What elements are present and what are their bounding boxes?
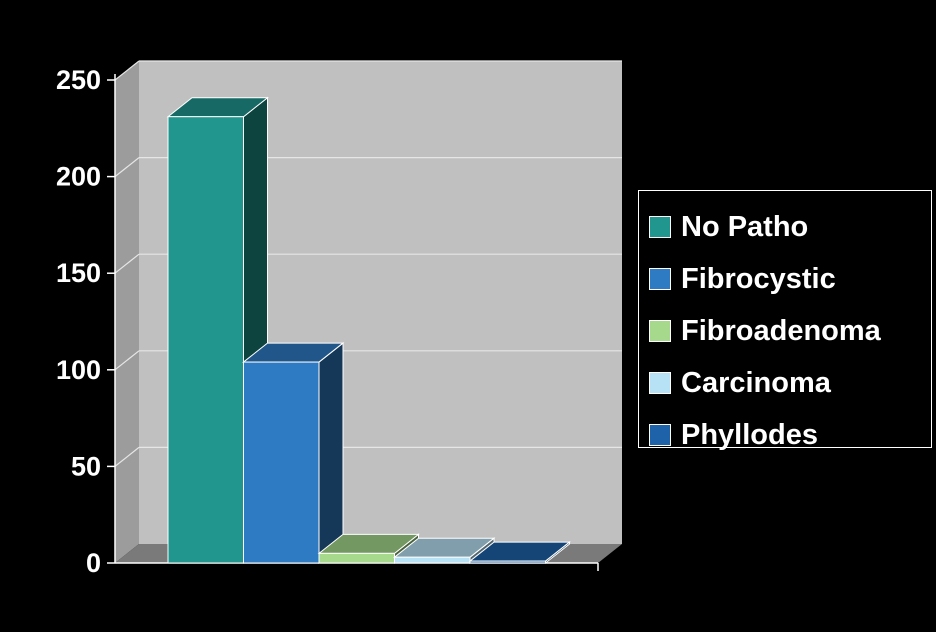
y-tick-label: 0 <box>86 548 101 578</box>
bar <box>318 552 395 564</box>
legend-label: Fibroadenoma <box>681 314 881 347</box>
bar-side <box>318 342 344 565</box>
side-wall <box>115 61 139 563</box>
bar <box>394 556 471 564</box>
legend-swatch <box>649 268 671 290</box>
legend-label: Phyllodes <box>681 418 818 451</box>
bar <box>469 560 546 564</box>
gridline-side <box>114 60 140 81</box>
y-tick-label: 150 <box>56 258 101 288</box>
legend-item-no-patho: No Patho <box>649 201 931 253</box>
legend-swatch <box>649 320 671 342</box>
legend-label: No Patho <box>681 210 809 243</box>
legend-item-carcinoma: Carcinoma <box>649 357 931 409</box>
legend-item-fibroadenoma: Fibroadenoma <box>649 305 931 357</box>
y-tick-label: 250 <box>56 65 101 95</box>
legend-swatch <box>649 372 671 394</box>
legend: No Patho Fibrocystic Fibroadenoma Carcin… <box>638 190 932 451</box>
gridline-side <box>114 253 140 274</box>
y-tick-label: 200 <box>56 162 101 192</box>
bar <box>167 116 244 564</box>
legend-item-phyllodes: Phyllodes <box>649 409 931 461</box>
y-tick-label: 100 <box>56 355 101 385</box>
y-tick-label: 50 <box>71 451 101 481</box>
legend-label: Fibrocystic <box>681 262 836 295</box>
bar <box>243 361 320 564</box>
legend-label: Carcinoma <box>681 366 831 399</box>
gridline-side <box>114 157 140 178</box>
legend-item-fibrocystic: Fibrocystic <box>649 253 931 305</box>
gridline-side <box>114 446 140 467</box>
gridline-side <box>114 350 140 371</box>
legend-swatch <box>649 216 671 238</box>
legend-swatch <box>649 424 671 446</box>
